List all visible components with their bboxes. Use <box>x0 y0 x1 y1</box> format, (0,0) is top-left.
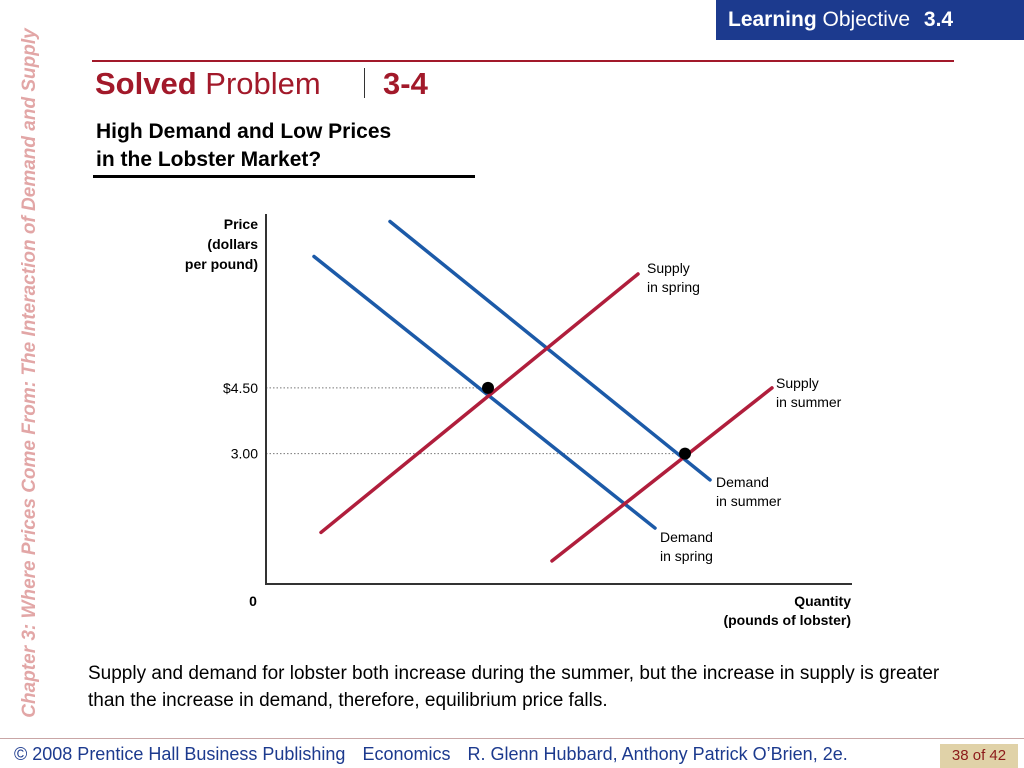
copyright-text: © 2008 Prentice Hall Business Publishing <box>14 744 346 764</box>
series-label: Supply <box>647 260 690 276</box>
supply-in-summer-line <box>550 386 774 563</box>
problem-number: 3-4 <box>383 66 428 101</box>
y-tick-label: 3.00 <box>231 446 258 462</box>
y-axis-label-line: Price <box>224 216 258 232</box>
x-axis-label-line: Quantity <box>794 593 851 609</box>
series-label: in summer <box>716 493 782 509</box>
learning-objective-badge: Learning Objective 3.4 <box>716 0 1024 40</box>
footer-rule <box>0 738 1024 739</box>
objective-bold-label: Learning <box>728 8 817 31</box>
objective-label: Objective <box>822 8 911 31</box>
solved-label: Solved <box>95 66 197 101</box>
y-axis-label-line: (dollars <box>207 236 258 252</box>
series-label: Demand <box>660 529 713 545</box>
title-divider <box>364 68 365 98</box>
problem-subtitle: High Demand and Low Prices in the Lobste… <box>96 118 476 174</box>
equilibrium-points <box>482 381 691 460</box>
y-axis-label-line: per pound) <box>185 256 258 272</box>
problem-label: Problem <box>205 66 321 101</box>
equilibrium-point <box>482 381 494 394</box>
series-lines <box>312 219 774 563</box>
subtitle-line-1: High Demand and Low Prices <box>96 120 392 143</box>
y-axis-label: Price (dollars per pound) <box>185 216 258 272</box>
y-tick-label: $4.50 <box>223 380 258 396</box>
series-label: in summer <box>776 394 842 410</box>
subtitle-rule <box>93 175 475 178</box>
series-label: Demand <box>716 474 769 490</box>
header-rule <box>92 60 954 62</box>
caption-text: Supply and demand for lobster both incre… <box>88 663 940 711</box>
equilibrium-guides <box>266 387 685 455</box>
series-label: Supply <box>776 375 819 391</box>
solved-problem-title: Solved Problem <box>95 64 321 104</box>
x-axis-label: Quantity (pounds of lobster) <box>723 593 851 628</box>
series-label: in spring <box>660 548 713 564</box>
supply-in-spring-line <box>319 272 640 535</box>
equilibrium-point <box>679 447 691 460</box>
subtitle-line-2: in the Lobster Market? <box>96 148 322 171</box>
footer: © 2008 Prentice Hall Business Publishing… <box>14 744 860 765</box>
authors-text: R. Glenn Hubbard, Anthony Patrick O’Brie… <box>467 744 848 764</box>
page-number: 38 of 42 <box>940 744 1018 768</box>
demand-in-summer-line <box>388 219 712 482</box>
axes <box>265 214 852 585</box>
series-labels: Demand in spring Demand in summer Supply in s… <box>647 260 842 564</box>
series-label: in spring <box>647 279 700 295</box>
y-ticks: $4.50 3.00 <box>223 380 258 462</box>
x-axis-label-line: (pounds of lobster) <box>723 612 851 628</box>
origin-label: 0 <box>249 593 257 609</box>
objective-number: 3.4 <box>923 8 954 31</box>
book-title: Economics <box>362 744 451 764</box>
